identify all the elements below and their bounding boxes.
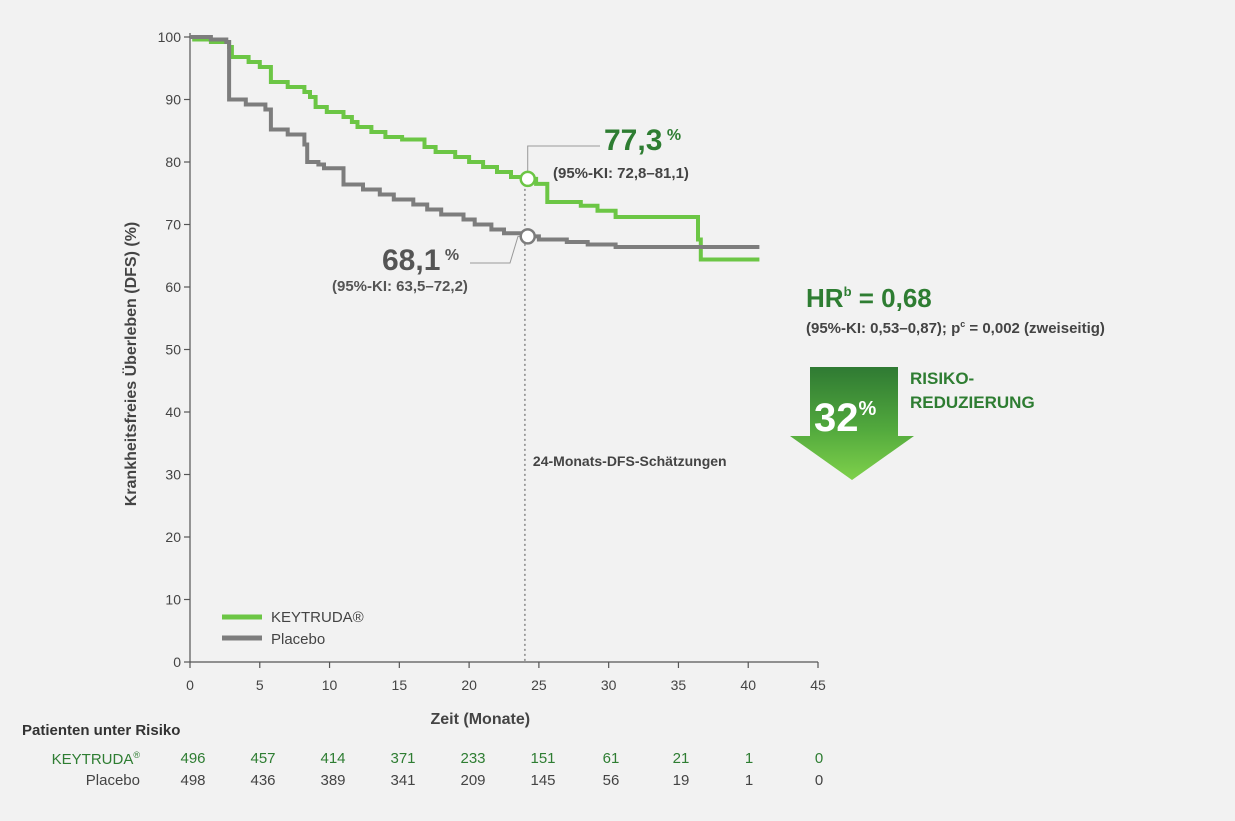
risk-table-cell: 436 xyxy=(250,772,276,789)
placebo-estimate: 68,1 % xyxy=(382,244,459,277)
y-axis-label: Krankheitsfreies Überleben (DFS) (%) xyxy=(121,222,140,507)
risk-table-cell: 56 xyxy=(602,772,620,789)
risk-reduction-label-line2: REDUZIERUNG xyxy=(910,393,1035,412)
risk-table-cell: 145 xyxy=(530,772,556,789)
y-tick-label: 0 xyxy=(173,654,181,670)
x-axis-label: Zeit (Monate) xyxy=(431,711,531,728)
y-tick-label: 40 xyxy=(165,404,181,420)
risk-reduction-label-line1: RISIKO- xyxy=(910,369,974,388)
hazard-ratio: HRb = 0,68 xyxy=(806,283,932,313)
reference-label: 24-Monats-DFS-Schätzungen xyxy=(533,453,727,469)
x-tick-label: 40 xyxy=(740,677,756,693)
placebo-ci: (95%-KI: 63,5–72,2) xyxy=(332,278,468,295)
risk-table-cell: 19 xyxy=(672,772,690,789)
y-tick-label: 30 xyxy=(165,467,181,483)
legend-placebo-label: Placebo xyxy=(271,631,325,648)
x-tick-label: 0 xyxy=(186,677,194,693)
risk-table-cell: 371 xyxy=(390,750,416,767)
y-tick-label: 70 xyxy=(165,217,181,233)
y-tick-label: 80 xyxy=(165,154,181,170)
x-tick-label: 30 xyxy=(601,677,617,693)
risk-table-cell: 498 xyxy=(180,772,206,789)
keytruda-ci: (95%-KI: 72,8–81,1) xyxy=(553,165,689,182)
hazard-ratio-ci: (95%-KI: 0,53–0,87); pc = 0,002 (zweisei… xyxy=(806,319,1105,337)
keytruda-callout-leader xyxy=(527,145,600,172)
y-tick-label: 60 xyxy=(165,279,181,295)
risk-table-cell: 209 xyxy=(460,772,486,789)
y-tick-label: 50 xyxy=(165,342,181,358)
placebo-callout-leader xyxy=(470,235,521,264)
x-tick-label: 45 xyxy=(810,677,826,693)
y-tick-label: 20 xyxy=(165,529,181,545)
y-tick-label: 90 xyxy=(165,92,181,108)
risk-table-cell: 496 xyxy=(180,750,206,767)
risk-table-cell: 389 xyxy=(320,772,346,789)
risk-table-cell: 21 xyxy=(672,750,690,767)
keytruda-curve xyxy=(190,35,760,262)
x-tick-label: 20 xyxy=(461,677,477,693)
keytruda-estimate-marker xyxy=(519,170,536,188)
risk-table-cell: 414 xyxy=(320,750,346,767)
y-tick-label: 100 xyxy=(158,29,182,45)
risk-row-label-placebo: Placebo xyxy=(85,772,140,789)
risk-reduction-value: 32% xyxy=(814,396,877,440)
x-tick-label: 5 xyxy=(256,677,264,693)
y-tick-label: 10 xyxy=(165,592,181,608)
risk-table-cell: 0 xyxy=(814,750,824,767)
risk-table-title: Patienten unter Risiko xyxy=(22,722,181,739)
x-tick-label: 25 xyxy=(531,677,547,693)
risk-table-cell: 457 xyxy=(250,750,276,767)
x-tick-label: 15 xyxy=(392,677,408,693)
risk-table-cell: 0 xyxy=(814,772,824,789)
legend-keytruda-label: KEYTRUDA® xyxy=(271,609,364,626)
risk-reduction-arrow xyxy=(790,367,914,480)
risk-table-cell: 233 xyxy=(460,750,486,767)
risk-table-cell: 61 xyxy=(602,750,620,767)
risk-table-cell: 1 xyxy=(744,772,754,789)
x-tick-label: 35 xyxy=(671,677,687,693)
x-tick-label: 10 xyxy=(322,677,338,693)
risk-row-label-keytruda: KEYTRUDA® xyxy=(51,750,140,768)
risk-table-cell: 151 xyxy=(530,750,556,767)
keytruda-estimate: 77,3 % xyxy=(604,124,681,157)
risk-table-cell: 341 xyxy=(390,772,416,789)
placebo-estimate-marker xyxy=(519,228,536,245)
risk-table-cell: 1 xyxy=(744,750,754,767)
